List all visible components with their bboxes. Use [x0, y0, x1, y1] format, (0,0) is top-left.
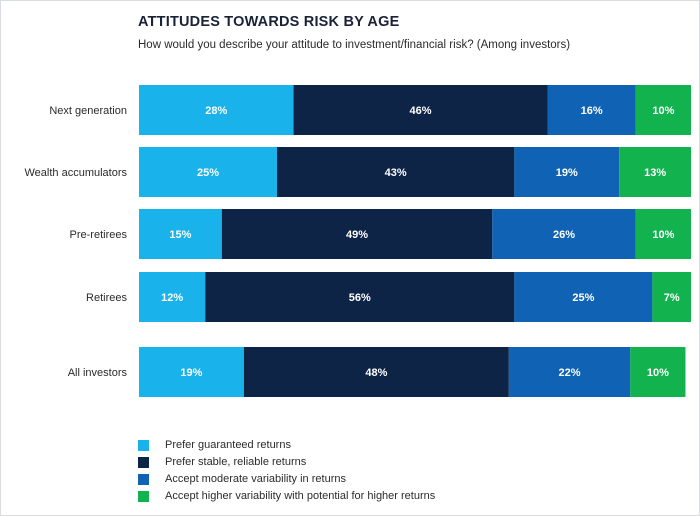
bar-segment — [508, 347, 631, 397]
bar-segment — [139, 272, 206, 322]
legend-swatch — [138, 439, 149, 451]
bar-segment — [139, 85, 294, 135]
category-label: Retirees — [86, 292, 127, 304]
data-label: 43% — [385, 167, 407, 179]
data-label: 10% — [647, 367, 669, 379]
data-label: 49% — [346, 229, 368, 241]
bar-segment — [139, 347, 244, 397]
data-label: 7% — [664, 292, 680, 304]
data-label: 26% — [553, 229, 575, 241]
bar-segment — [243, 347, 509, 397]
legend-swatch — [138, 456, 149, 468]
data-label: 15% — [169, 229, 191, 241]
legend-label: Prefer stable, reliable returns — [165, 456, 307, 468]
data-label: 48% — [365, 367, 387, 379]
legend-item: Accept higher variability with potential… — [138, 488, 435, 504]
bar-segment — [635, 209, 691, 259]
legend: Prefer guaranteed returns Prefer stable, … — [138, 437, 435, 505]
data-label: 12% — [161, 292, 183, 304]
data-label: 25% — [572, 292, 594, 304]
data-label: 19% — [556, 167, 578, 179]
bar-segment — [277, 147, 515, 197]
legend-label: Accept moderate variability in returns — [165, 473, 346, 485]
legend-item: Prefer guaranteed returns — [138, 437, 435, 453]
bar-segment — [492, 209, 636, 259]
bar-segment — [221, 209, 493, 259]
data-label: 19% — [180, 367, 202, 379]
legend-item: Accept moderate variability in returns — [138, 471, 435, 487]
bar-segment — [630, 347, 686, 397]
category-label: All investors — [68, 367, 128, 379]
data-label: 25% — [197, 167, 219, 179]
bar-segment — [514, 272, 653, 322]
legend-label: Prefer guaranteed returns — [165, 439, 291, 451]
data-label: 13% — [644, 167, 666, 179]
chart-title: ATTITUDES TOWARDS RISK BY AGE — [138, 14, 400, 30]
bar-segment — [205, 272, 515, 322]
bar-segment — [293, 85, 548, 135]
category-label: Wealth accumulators — [24, 167, 127, 179]
data-label: 46% — [410, 105, 432, 117]
data-label: 10% — [652, 229, 674, 241]
legend-item: Prefer stable, reliable returns — [138, 454, 435, 470]
data-label: 22% — [559, 367, 581, 379]
data-label: 16% — [581, 105, 603, 117]
legend-swatch — [138, 490, 149, 502]
category-label: Pre-retirees — [70, 229, 128, 241]
chart-subtitle: How would you describe your attitude to … — [138, 39, 571, 51]
data-label: 28% — [205, 105, 227, 117]
data-label: 10% — [652, 105, 674, 117]
data-label: 56% — [349, 292, 371, 304]
bar-segment — [619, 147, 691, 197]
bar-segment — [139, 209, 222, 259]
bar-segment — [652, 272, 691, 322]
bar-segment — [514, 147, 620, 197]
legend-label: Accept higher variability with potential… — [165, 490, 436, 502]
bar-segment — [635, 85, 691, 135]
bar-segment — [139, 147, 277, 197]
category-label: Next generation — [49, 105, 127, 117]
legend-swatch — [138, 473, 149, 485]
bar-segment — [547, 85, 636, 135]
